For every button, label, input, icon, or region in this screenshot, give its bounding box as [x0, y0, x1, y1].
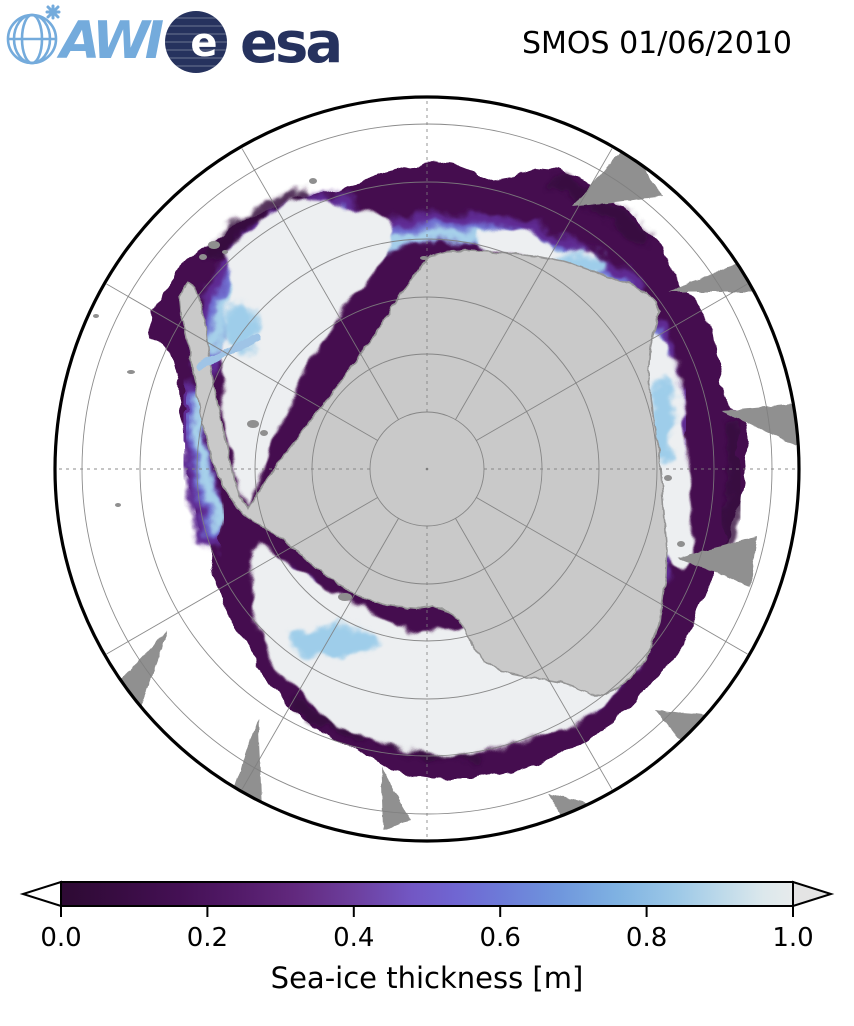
colorbar-label: Sea-ice thickness [m] — [271, 961, 584, 995]
map-boundary-circle — [53, 95, 801, 843]
grid-corner-wedge — [722, 404, 797, 446]
antarctica-landmass — [179, 250, 668, 696]
island — [677, 541, 685, 547]
colorbar-tick-label: 0.4 — [333, 923, 374, 953]
colorbar-under-arrow — [19, 880, 62, 908]
awi-logo: AWI — [6, 4, 169, 71]
meridian-line — [476, 497, 748, 655]
island — [247, 420, 259, 428]
figure-title: SMOS 01/06/2010 — [522, 26, 792, 61]
ice-dark-rim-north — [551, 175, 651, 247]
graticule — [57, 99, 797, 839]
colorbar-tick-label: 1.0 — [772, 923, 813, 953]
island — [420, 256, 428, 260]
island — [208, 241, 220, 249]
island — [664, 475, 672, 481]
colorbar-over-arrow — [792, 880, 835, 908]
island — [127, 370, 135, 374]
colorbar-tick-label: 0.8 — [626, 923, 667, 953]
esa-logo-text: esa — [240, 11, 340, 76]
island — [199, 254, 207, 260]
latitude-circle — [196, 238, 658, 700]
thick-ice-weddell — [222, 199, 396, 504]
meridian-line — [476, 283, 748, 441]
colorbar-tick-label: 0.6 — [480, 923, 521, 953]
pole-dot — [425, 467, 429, 471]
island — [115, 503, 121, 507]
latitude-circle — [139, 181, 715, 757]
polar-map — [53, 95, 801, 843]
ice-dark-rim-east — [718, 420, 745, 548]
colorbar-gradient — [60, 881, 794, 907]
grid-corner-wedge — [118, 630, 168, 710]
island — [93, 314, 99, 318]
colorbar: 0.0 0.2 0.4 0.6 0.8 1.0 — [19, 880, 835, 953]
island — [338, 593, 352, 601]
grid-corner-wedge — [548, 793, 601, 838]
grid-corner-wedge — [655, 710, 712, 748]
meridian-line — [106, 283, 378, 441]
colorbar-tick-label: 0.2 — [187, 923, 228, 953]
meridian-line — [241, 518, 399, 790]
grid-corner-wedge — [381, 767, 411, 830]
island — [222, 250, 228, 254]
meridian-line — [106, 497, 378, 655]
ice-dark-rim-northwest — [205, 190, 312, 262]
esa-sphere-icon — [165, 11, 227, 73]
awi-globe-icon — [6, 13, 58, 65]
colorbar-tick-label: 0.0 — [40, 923, 81, 953]
island — [260, 430, 268, 436]
awi-logo-text: AWI — [56, 11, 164, 71]
grid-corner-wedges — [118, 143, 797, 838]
esa-logo: e esa — [165, 11, 343, 76]
meridian-line — [455, 518, 613, 790]
ice-lightblue-west-peninsula — [191, 394, 222, 532]
ice-lightblue-accent-south — [290, 626, 378, 658]
awi-star-icon — [45, 4, 61, 20]
island — [309, 178, 317, 184]
meridian-line — [455, 148, 613, 420]
meridian-line — [241, 148, 399, 420]
grid-corner-wedge — [573, 143, 663, 206]
thick-ice-ross — [249, 544, 648, 754]
esa-e-glyph: e — [190, 20, 217, 66]
grid-corner-wedge — [678, 536, 757, 586]
